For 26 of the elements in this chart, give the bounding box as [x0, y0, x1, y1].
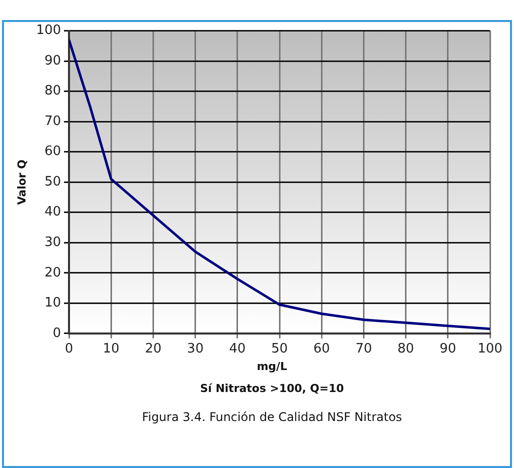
- y-tick-label: 90: [44, 53, 62, 68]
- y-tick-label: 70: [44, 114, 62, 129]
- x-tick-label: 20: [144, 342, 162, 357]
- x-axis-title: mg/L: [256, 360, 288, 373]
- y-axis-title: Valor Q: [15, 159, 28, 205]
- x-tick-label: 40: [229, 342, 246, 357]
- x-tick-label: 30: [187, 342, 204, 357]
- y-tick-label: 20: [44, 265, 62, 280]
- x-tick-label: 0: [64, 342, 74, 357]
- text: Sí Nitratos >100, Q=10: [199, 382, 345, 395]
- x-tick-label: 90: [440, 342, 456, 357]
- text: Figura 3.4. Función de Calidad NSF Nitratos: [140, 410, 404, 424]
- x-tick-label: 10: [102, 342, 120, 357]
- x-tick-label: 80: [398, 342, 414, 357]
- y-tick-label: 50: [44, 174, 62, 190]
- y-tick-label: 0: [52, 326, 62, 341]
- y-tick-label: 100: [36, 23, 62, 38]
- y-tick-label: 80: [44, 84, 62, 99]
- x-tick-label: 70: [355, 342, 372, 357]
- x-tick-label: 50: [271, 342, 288, 357]
- y-tick-label: 10: [44, 296, 62, 311]
- x-tick-label: 60: [313, 342, 330, 357]
- x-tick-label: 100: [478, 342, 502, 357]
- y-tick-label: 60: [44, 144, 62, 160]
- y-tick-label: 30: [44, 234, 62, 250]
- y-tick-label: 40: [44, 204, 62, 220]
